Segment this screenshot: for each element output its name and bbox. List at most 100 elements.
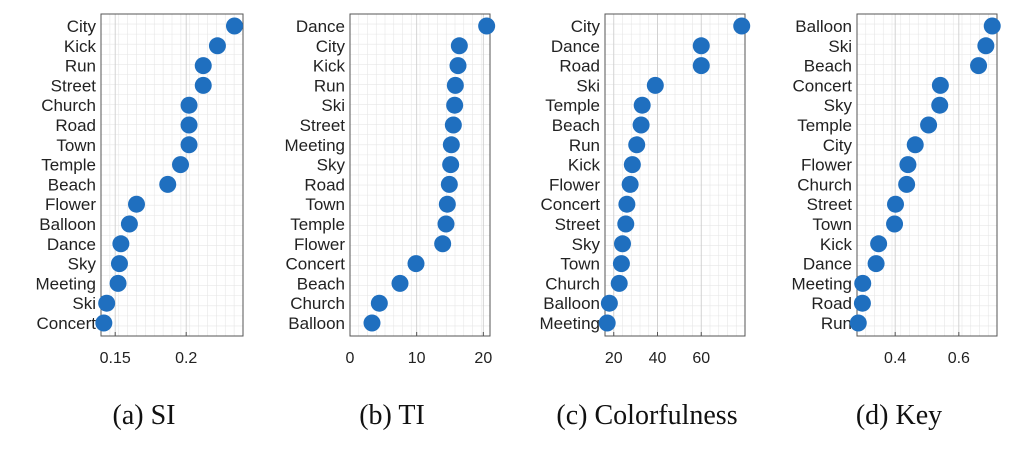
grid bbox=[350, 14, 490, 336]
x-tick-label: 20 bbox=[474, 350, 492, 367]
data-point bbox=[434, 235, 452, 253]
category-label: Sky bbox=[317, 156, 346, 175]
category-label: Temple bbox=[290, 215, 345, 234]
data-point bbox=[633, 96, 651, 114]
category-label: Flower bbox=[294, 235, 345, 254]
data-point bbox=[442, 156, 460, 174]
data-point bbox=[623, 156, 641, 174]
chart-panel-2: 0 10 20 DanceCityKickRunSkiStreetMeetingSky… bbox=[285, 13, 496, 431]
category-label: Temple bbox=[545, 96, 600, 115]
category-label: Street bbox=[555, 215, 601, 234]
data-point bbox=[391, 274, 409, 292]
data-point bbox=[854, 274, 872, 292]
category-label: Run bbox=[821, 314, 852, 333]
category-label: Town bbox=[560, 255, 600, 274]
category-label: Flower bbox=[45, 195, 96, 214]
data-point bbox=[600, 294, 618, 312]
data-point bbox=[870, 235, 888, 253]
data-point bbox=[440, 175, 458, 193]
data-point bbox=[898, 175, 916, 193]
category-label: City bbox=[67, 17, 97, 36]
x-tick-label: 60 bbox=[692, 350, 710, 367]
category-label: Street bbox=[300, 116, 346, 135]
category-label: Ski bbox=[828, 37, 852, 56]
data-point bbox=[128, 195, 145, 213]
category-label: Meeting bbox=[285, 136, 345, 155]
category-label: Beach bbox=[48, 175, 96, 194]
category-label: Kick bbox=[568, 156, 601, 175]
data-point bbox=[692, 37, 710, 55]
data-point bbox=[612, 255, 630, 273]
category-label: Ski bbox=[72, 294, 96, 313]
category-label: Church bbox=[545, 274, 600, 293]
category-label: Concert bbox=[792, 76, 852, 95]
data-point bbox=[172, 156, 190, 174]
category-label: Road bbox=[55, 116, 96, 135]
data-point bbox=[450, 37, 468, 55]
x-tick-label: 10 bbox=[408, 350, 426, 367]
category-label: Dance bbox=[47, 235, 96, 254]
data-point bbox=[437, 215, 455, 233]
category-label: Ski bbox=[321, 96, 345, 115]
data-point bbox=[180, 136, 198, 154]
category-label: City bbox=[571, 17, 601, 36]
category-label: Kick bbox=[64, 37, 97, 56]
data-point bbox=[849, 314, 867, 332]
x-tick-label: 40 bbox=[649, 350, 667, 367]
category-label: Kick bbox=[313, 57, 346, 76]
data-point bbox=[370, 294, 388, 312]
data-point bbox=[886, 215, 904, 233]
x-tick-label: 0.15 bbox=[100, 350, 131, 367]
x-tick-label: 0.6 bbox=[948, 350, 970, 367]
data-point bbox=[920, 116, 938, 134]
data-point bbox=[692, 57, 710, 75]
data-point bbox=[614, 235, 631, 253]
data-point bbox=[110, 255, 128, 273]
x-tick-label: 0.4 bbox=[884, 350, 906, 367]
category-label: Temple bbox=[41, 156, 96, 175]
category-label: Church bbox=[41, 96, 96, 115]
category-label: Beach bbox=[552, 116, 600, 135]
category-label: Concert bbox=[285, 255, 345, 274]
category-label: Run bbox=[569, 136, 600, 155]
category-label: Balloon bbox=[288, 314, 345, 333]
data-point bbox=[95, 314, 113, 332]
data-point bbox=[363, 314, 381, 332]
chart-caption: (c) Colorfulness bbox=[556, 400, 737, 431]
data-point bbox=[867, 255, 885, 273]
category-label: Dance bbox=[803, 255, 852, 274]
data-point bbox=[617, 215, 635, 233]
category-label: Concert bbox=[36, 314, 96, 333]
data-point bbox=[598, 314, 616, 332]
data-point bbox=[449, 57, 467, 75]
category-label: Street bbox=[51, 76, 97, 95]
category-label: Ski bbox=[576, 76, 600, 95]
category-label: Road bbox=[559, 57, 600, 76]
axes-box bbox=[349, 13, 491, 337]
data-point bbox=[899, 156, 917, 174]
category-label: Balloon bbox=[795, 17, 852, 36]
category-label: Run bbox=[65, 57, 96, 76]
data-point bbox=[646, 76, 664, 94]
data-point bbox=[618, 195, 636, 213]
chart-caption: (a) SI bbox=[113, 400, 176, 431]
category-label: Run bbox=[314, 76, 345, 95]
data-point bbox=[446, 96, 464, 114]
data-point bbox=[621, 175, 639, 193]
data-point bbox=[983, 17, 1001, 35]
category-label: Dance bbox=[296, 17, 345, 36]
category-label: City bbox=[823, 136, 853, 155]
chart-panel-3: 20 40 60 CityDanceRoadSkiTempleBeachRunKick… bbox=[540, 13, 751, 431]
data-point bbox=[120, 215, 138, 233]
category-label: Balloon bbox=[39, 215, 96, 234]
x-tick-label: 20 bbox=[605, 350, 623, 367]
category-label: Meeting bbox=[792, 274, 852, 293]
data-point bbox=[407, 255, 425, 273]
category-label: Meeting bbox=[36, 274, 96, 293]
data-point bbox=[628, 136, 646, 154]
chart-panel-1: 0.15 0.2 CityKickRunStreetChurchRoadTownTe… bbox=[36, 13, 244, 431]
category-label: Meeting bbox=[540, 314, 600, 333]
data-point bbox=[632, 116, 650, 134]
data-point bbox=[180, 116, 198, 134]
